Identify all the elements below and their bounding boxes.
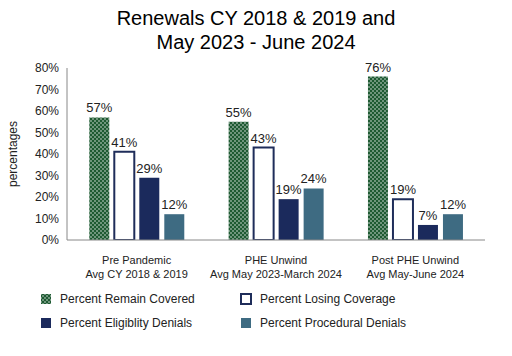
svg-text:30%: 30% xyxy=(35,169,59,183)
html-text:Percent Eligiblity Denials: Percent Eligiblity Denials xyxy=(60,316,193,330)
svg-text:percentages: percentages xyxy=(8,121,20,187)
svg-text:20%: 20% xyxy=(35,190,59,204)
svg-text:12%: 12% xyxy=(161,197,187,212)
svg-text:55%: 55% xyxy=(226,105,252,120)
svg-text:PHE UnwindAvg May 2023-March 2: PHE UnwindAvg May 2023-March 2024 xyxy=(210,254,342,280)
svg-text:0%: 0% xyxy=(42,233,60,247)
html-text:Percent Losing Coverage: Percent Losing Coverage xyxy=(260,292,396,306)
svg-text:43%: 43% xyxy=(251,131,277,146)
html-text:May 2023 - June 2024: May 2023 - June 2024 xyxy=(156,31,356,53)
svg-text:Post PHE UnwindAvg May-June 20: Post PHE UnwindAvg May-June 2024 xyxy=(367,254,465,280)
svg-text:80%: 80% xyxy=(35,61,59,75)
html-text:Percent Procedural Denials: Percent Procedural Denials xyxy=(260,316,407,330)
html-text:Percent Remain Covered: Percent Remain Covered xyxy=(60,292,195,306)
svg-text:60%: 60% xyxy=(35,104,59,118)
svg-text:29%: 29% xyxy=(136,161,162,176)
svg-text:19%: 19% xyxy=(390,182,416,197)
svg-text:10%: 10% xyxy=(35,212,59,226)
html-text:Renewals CY 2018 & 2019 and: Renewals CY 2018 & 2019 and xyxy=(116,7,396,29)
svg-text:40%: 40% xyxy=(35,147,59,161)
svg-text:41%: 41% xyxy=(111,135,137,150)
svg-text:19%: 19% xyxy=(276,182,302,197)
svg-text:12%: 12% xyxy=(440,197,466,212)
svg-text:24%: 24% xyxy=(301,171,327,186)
svg-text:50%: 50% xyxy=(35,126,59,140)
svg-text:Pre PandemicAvg CY 2018 & 2019: Pre PandemicAvg CY 2018 & 2019 xyxy=(85,254,187,280)
svg-text:70%: 70% xyxy=(35,83,59,97)
svg-text:57%: 57% xyxy=(86,100,112,115)
svg-text:7%: 7% xyxy=(419,208,438,223)
svg-text:76%: 76% xyxy=(365,60,391,75)
